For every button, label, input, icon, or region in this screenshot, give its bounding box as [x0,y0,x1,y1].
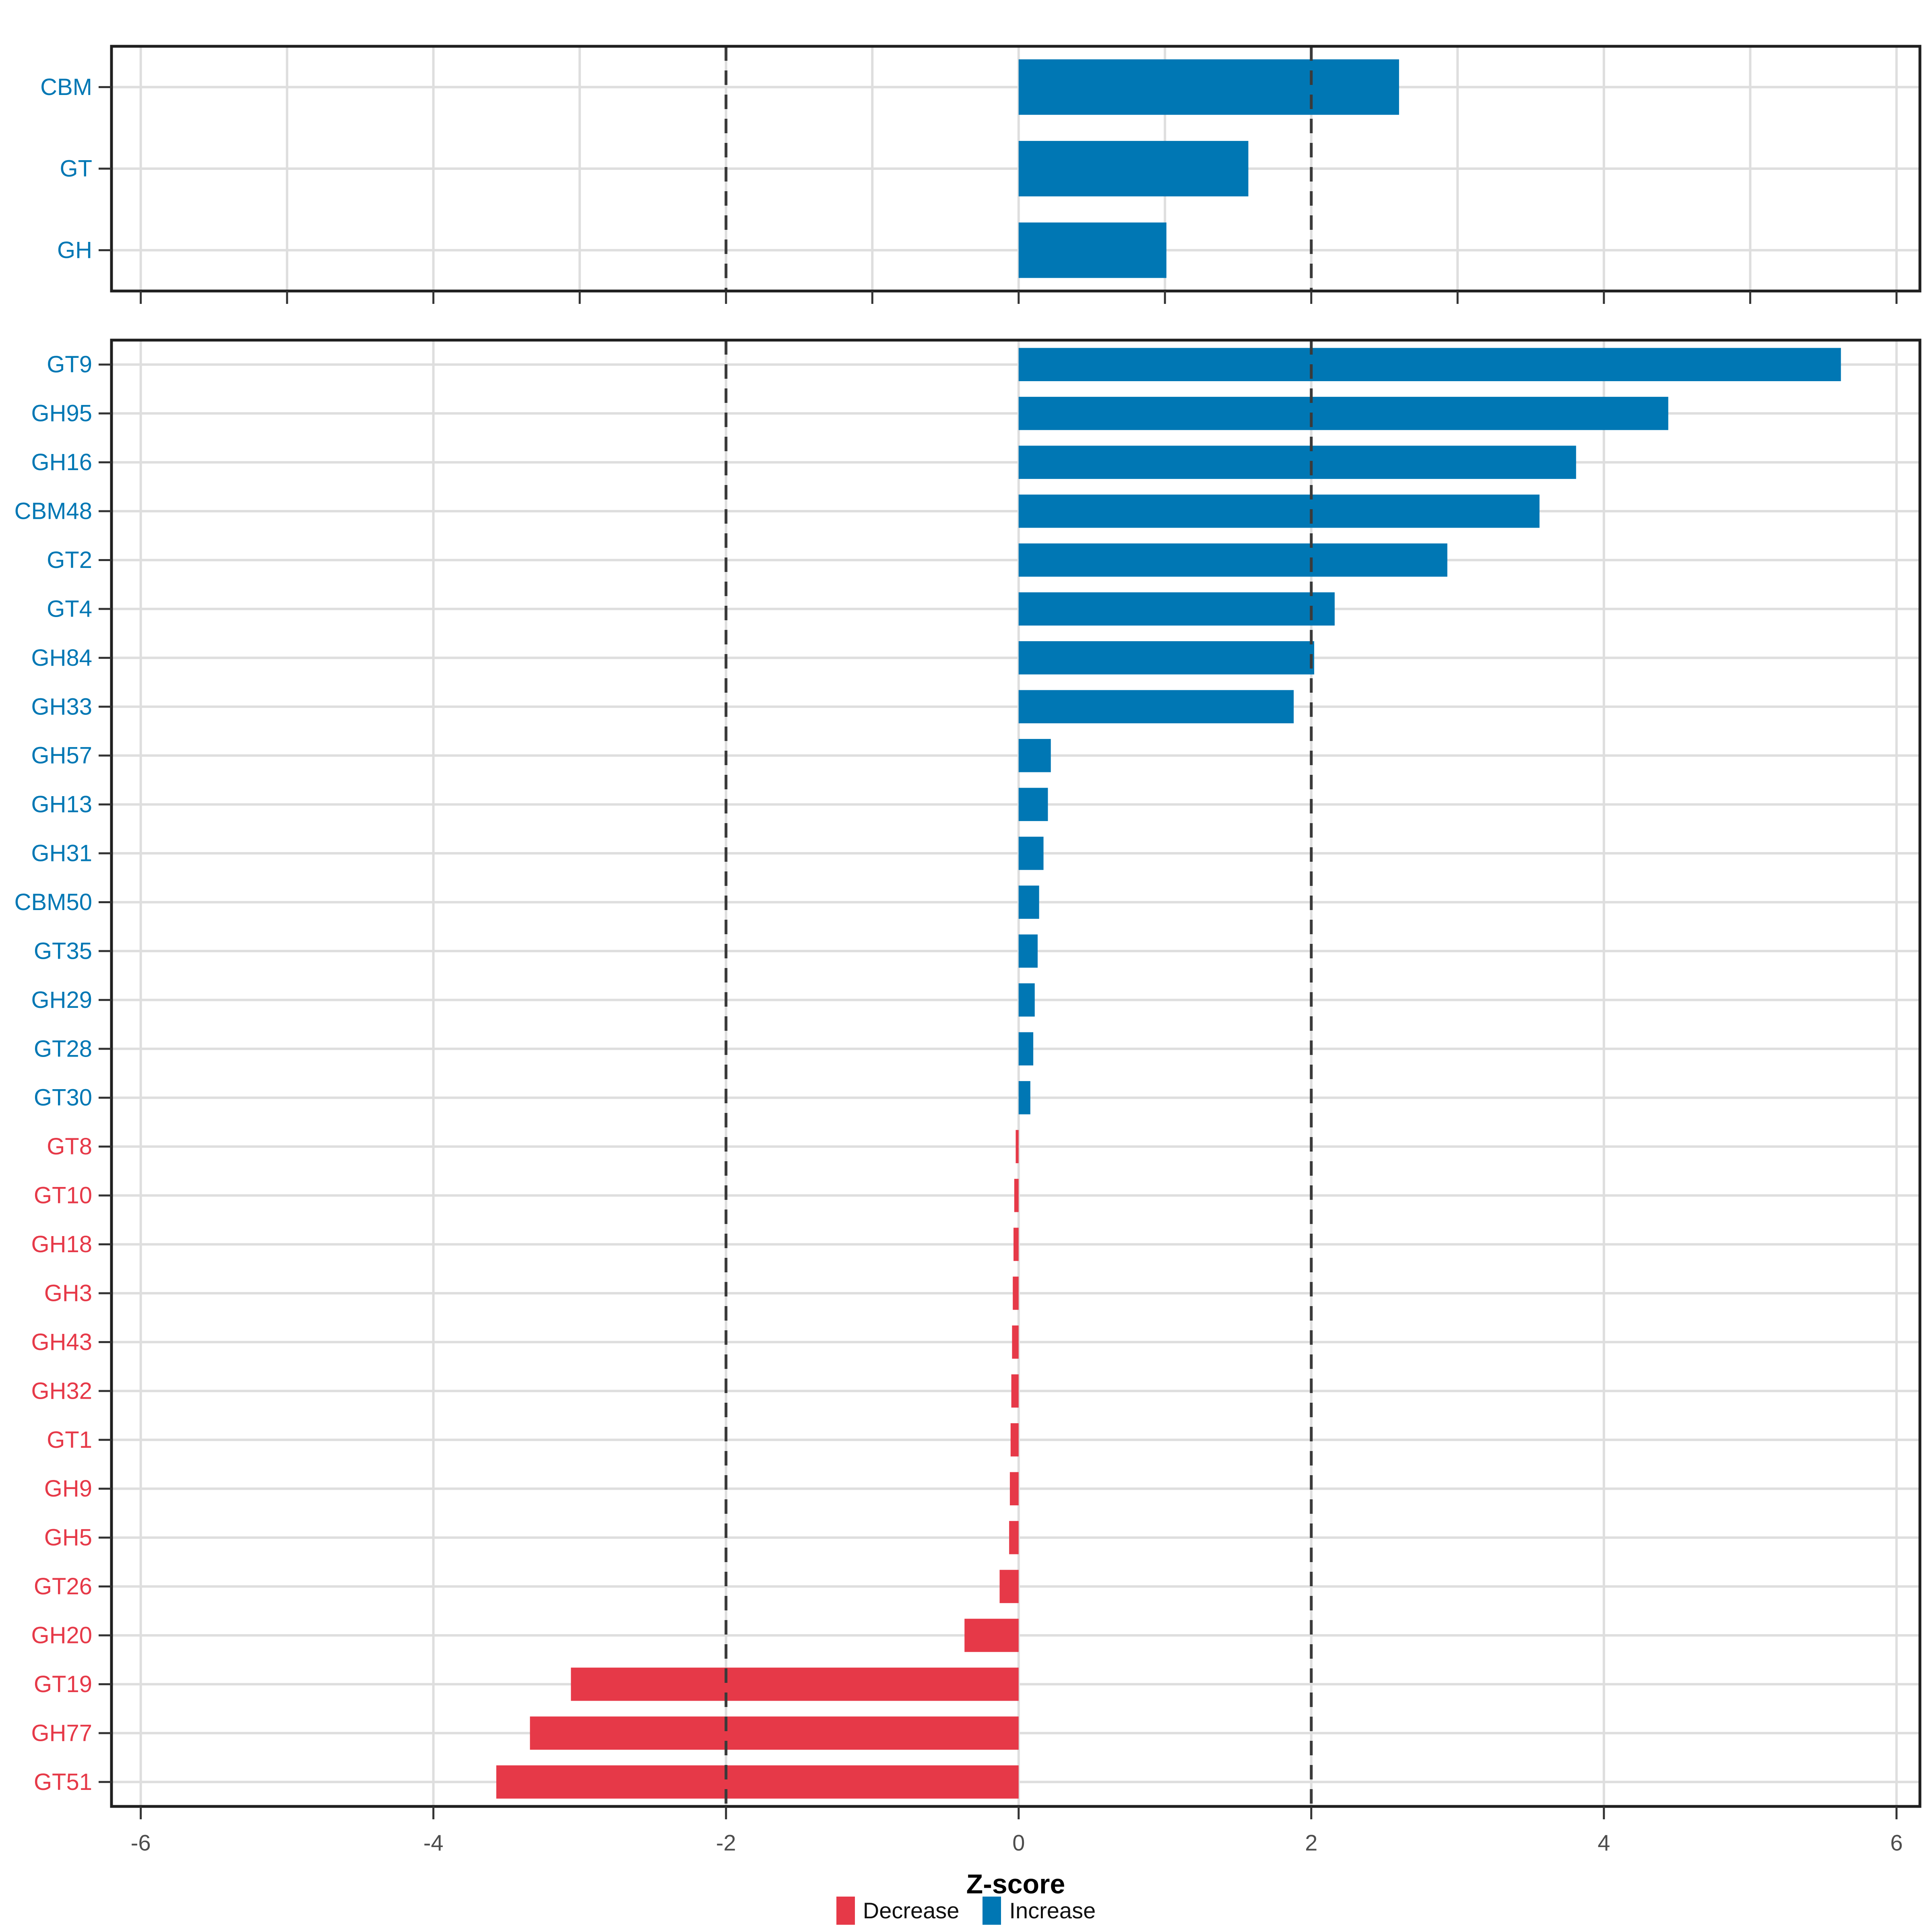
x-tick-label-2: 2 [1305,1830,1317,1856]
category-label-GT4: GT4 [47,596,92,622]
category-label-GT9: GT9 [47,351,92,378]
category-label-GH5: GH5 [44,1525,92,1551]
category-label-GH20: GH20 [31,1622,92,1648]
bar-GT [1018,141,1249,196]
increase-swatch [983,1897,1001,1925]
bar-CBM50 [1018,886,1039,919]
bar-GH20 [964,1618,1019,1652]
x-tick-label-4: 4 [1598,1830,1610,1856]
bar-GT30 [1018,1081,1030,1115]
category-label-GH29: GH29 [31,987,92,1013]
x-tick-label--2: -2 [716,1830,736,1856]
bar-GH84 [1018,641,1315,675]
bar-CBM [1018,59,1399,115]
category-label-GT26: GT26 [34,1573,92,1600]
bars [1018,59,1399,278]
bar-GT51 [496,1765,1019,1799]
bar-GH [1018,222,1166,278]
category-label-GH33: GH33 [31,694,92,720]
bar-GT10 [1014,1179,1019,1212]
bar-GH9 [1009,1472,1019,1505]
y-axis-ticks [99,86,111,252]
category-label-GT2: GT2 [47,547,92,573]
reference-lines [724,46,1313,291]
bar-GH16 [1018,446,1576,479]
category-label-GH9: GH9 [44,1476,92,1502]
bar-GH3 [1013,1276,1019,1310]
category-label-GH77: GH77 [31,1720,92,1746]
category-labels: GT9 GH95 GH16 CBM48 GT2 GT4 GH84 GH33 GH57 GH13 GH… [14,351,92,1795]
category-label-GH16: GH16 [31,449,92,475]
category-label-GH84: GH84 [31,645,92,671]
x-tick-labels: -6 -4 -2 0 2 4 6 [131,1830,1903,1856]
panel-border [110,339,1922,1808]
category-label-GT28: GT28 [34,1036,92,1062]
bar-GT28 [1018,1032,1034,1066]
legend-item-decrease: Decrease [836,1897,960,1925]
x-tick-label-6: 6 [1890,1830,1903,1856]
legend-label-decrease: Decrease [863,1898,960,1923]
x-axis-title: Z-score [966,1869,1065,1899]
bars [496,348,1841,1799]
bar-CBM48 [1018,494,1540,528]
category-label-GT10: GT10 [34,1183,92,1209]
category-label-GH57: GH57 [31,743,92,769]
bar-GT26 [999,1570,1019,1603]
category-label-CBM: CBM [40,74,92,100]
bar-GH57 [1018,739,1051,772]
bar-GH13 [1018,788,1048,821]
legend-item-increase: Increase [983,1897,1096,1925]
category-label-GT: GT [60,156,92,182]
category-label-GH43: GH43 [31,1329,92,1355]
legend-label-increase: Increase [1009,1898,1096,1923]
category-label-GT8: GT8 [47,1133,92,1160]
bar-GT35 [1018,934,1038,968]
bar-GT8 [1016,1130,1019,1163]
category-label-GT35: GT35 [34,938,92,964]
category-label-GH: GH [57,237,92,263]
bar-GT2 [1018,543,1447,577]
x-tick-label-0: 0 [1012,1830,1025,1856]
category-label-GH95: GH95 [31,400,92,427]
reference-lines [724,340,1313,1806]
y-axis-ticks [99,363,111,1783]
x-tick-label--4: -4 [423,1830,444,1856]
category-label-GH32: GH32 [31,1378,92,1404]
bar-GT19 [571,1668,1019,1701]
bar-GH5 [1009,1521,1019,1554]
category-labels: CBM GT GH [40,74,92,263]
x-tick-label--6: -6 [131,1830,151,1856]
legend: Decrease Increase [0,1897,1932,1925]
bar-GH32 [1011,1374,1019,1408]
panel-top: CBM GT GH [40,45,1922,304]
bar-GH33 [1018,690,1294,724]
category-label-GT19: GT19 [34,1671,92,1697]
category-label-CBM50: CBM50 [14,889,92,915]
category-label-GH13: GH13 [31,791,92,817]
bar-GH95 [1018,396,1668,430]
bar-GH18 [1013,1228,1019,1261]
bar-GT9 [1018,348,1841,382]
bar-GH31 [1018,836,1044,870]
horizontal-gridlines [111,86,1920,252]
bar-GH29 [1018,983,1035,1017]
x-axis-ticks [140,291,1898,304]
horizontal-gridlines [111,363,1920,1783]
category-label-GT51: GT51 [34,1769,92,1795]
category-label-GT1: GT1 [47,1427,92,1453]
x-axis-ticks [140,1806,1898,1819]
category-label-GH31: GH31 [31,840,92,867]
category-label-GH3: GH3 [44,1280,92,1306]
bar-GH77 [530,1716,1019,1750]
decrease-swatch [836,1897,855,1925]
bar-GH43 [1012,1325,1019,1359]
panel-bottom: GT9 GH95 GH16 CBM48 GT2 GT4 GH84 GH33 GH57 GH13 GH… [14,339,1922,1856]
category-label-CBM48: CBM48 [14,498,92,524]
bar-GT1 [1010,1423,1019,1457]
category-label-GT30: GT30 [34,1085,92,1111]
bar-GT4 [1018,592,1335,626]
category-label-GH18: GH18 [31,1231,92,1257]
